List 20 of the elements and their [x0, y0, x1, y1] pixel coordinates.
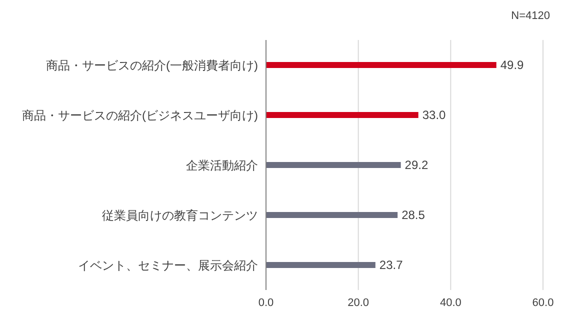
data-label: 33.0	[422, 108, 446, 122]
bar	[266, 112, 418, 118]
bar	[266, 262, 376, 268]
x-tick-label: 40.0	[440, 296, 462, 309]
data-label: 49.9	[500, 58, 524, 72]
bar	[266, 162, 401, 168]
y-tick-label: 商品・サービスの紹介(ビジネスユーザ向け)	[22, 108, 258, 122]
data-label: 29.2	[404, 158, 428, 172]
x-tick-label: 0.0	[258, 296, 274, 309]
y-tick-label: イベント、セミナー、展示会紹介	[78, 258, 258, 272]
text: N=4120	[511, 10, 550, 22]
data-label: 23.7	[379, 258, 404, 272]
y-tick-label: 商品・サービスの紹介(一般消費者向け)	[46, 58, 258, 72]
x-tick-label: 60.0	[532, 296, 554, 309]
x-tick-label: 20.0	[348, 296, 370, 309]
bar	[266, 62, 496, 68]
y-tick-label: 従業員向けの教育コンテンツ	[102, 208, 258, 222]
data-label: 28.5	[402, 208, 426, 222]
y-tick-label: 企業活動紹介	[186, 158, 258, 172]
bar	[266, 212, 398, 218]
